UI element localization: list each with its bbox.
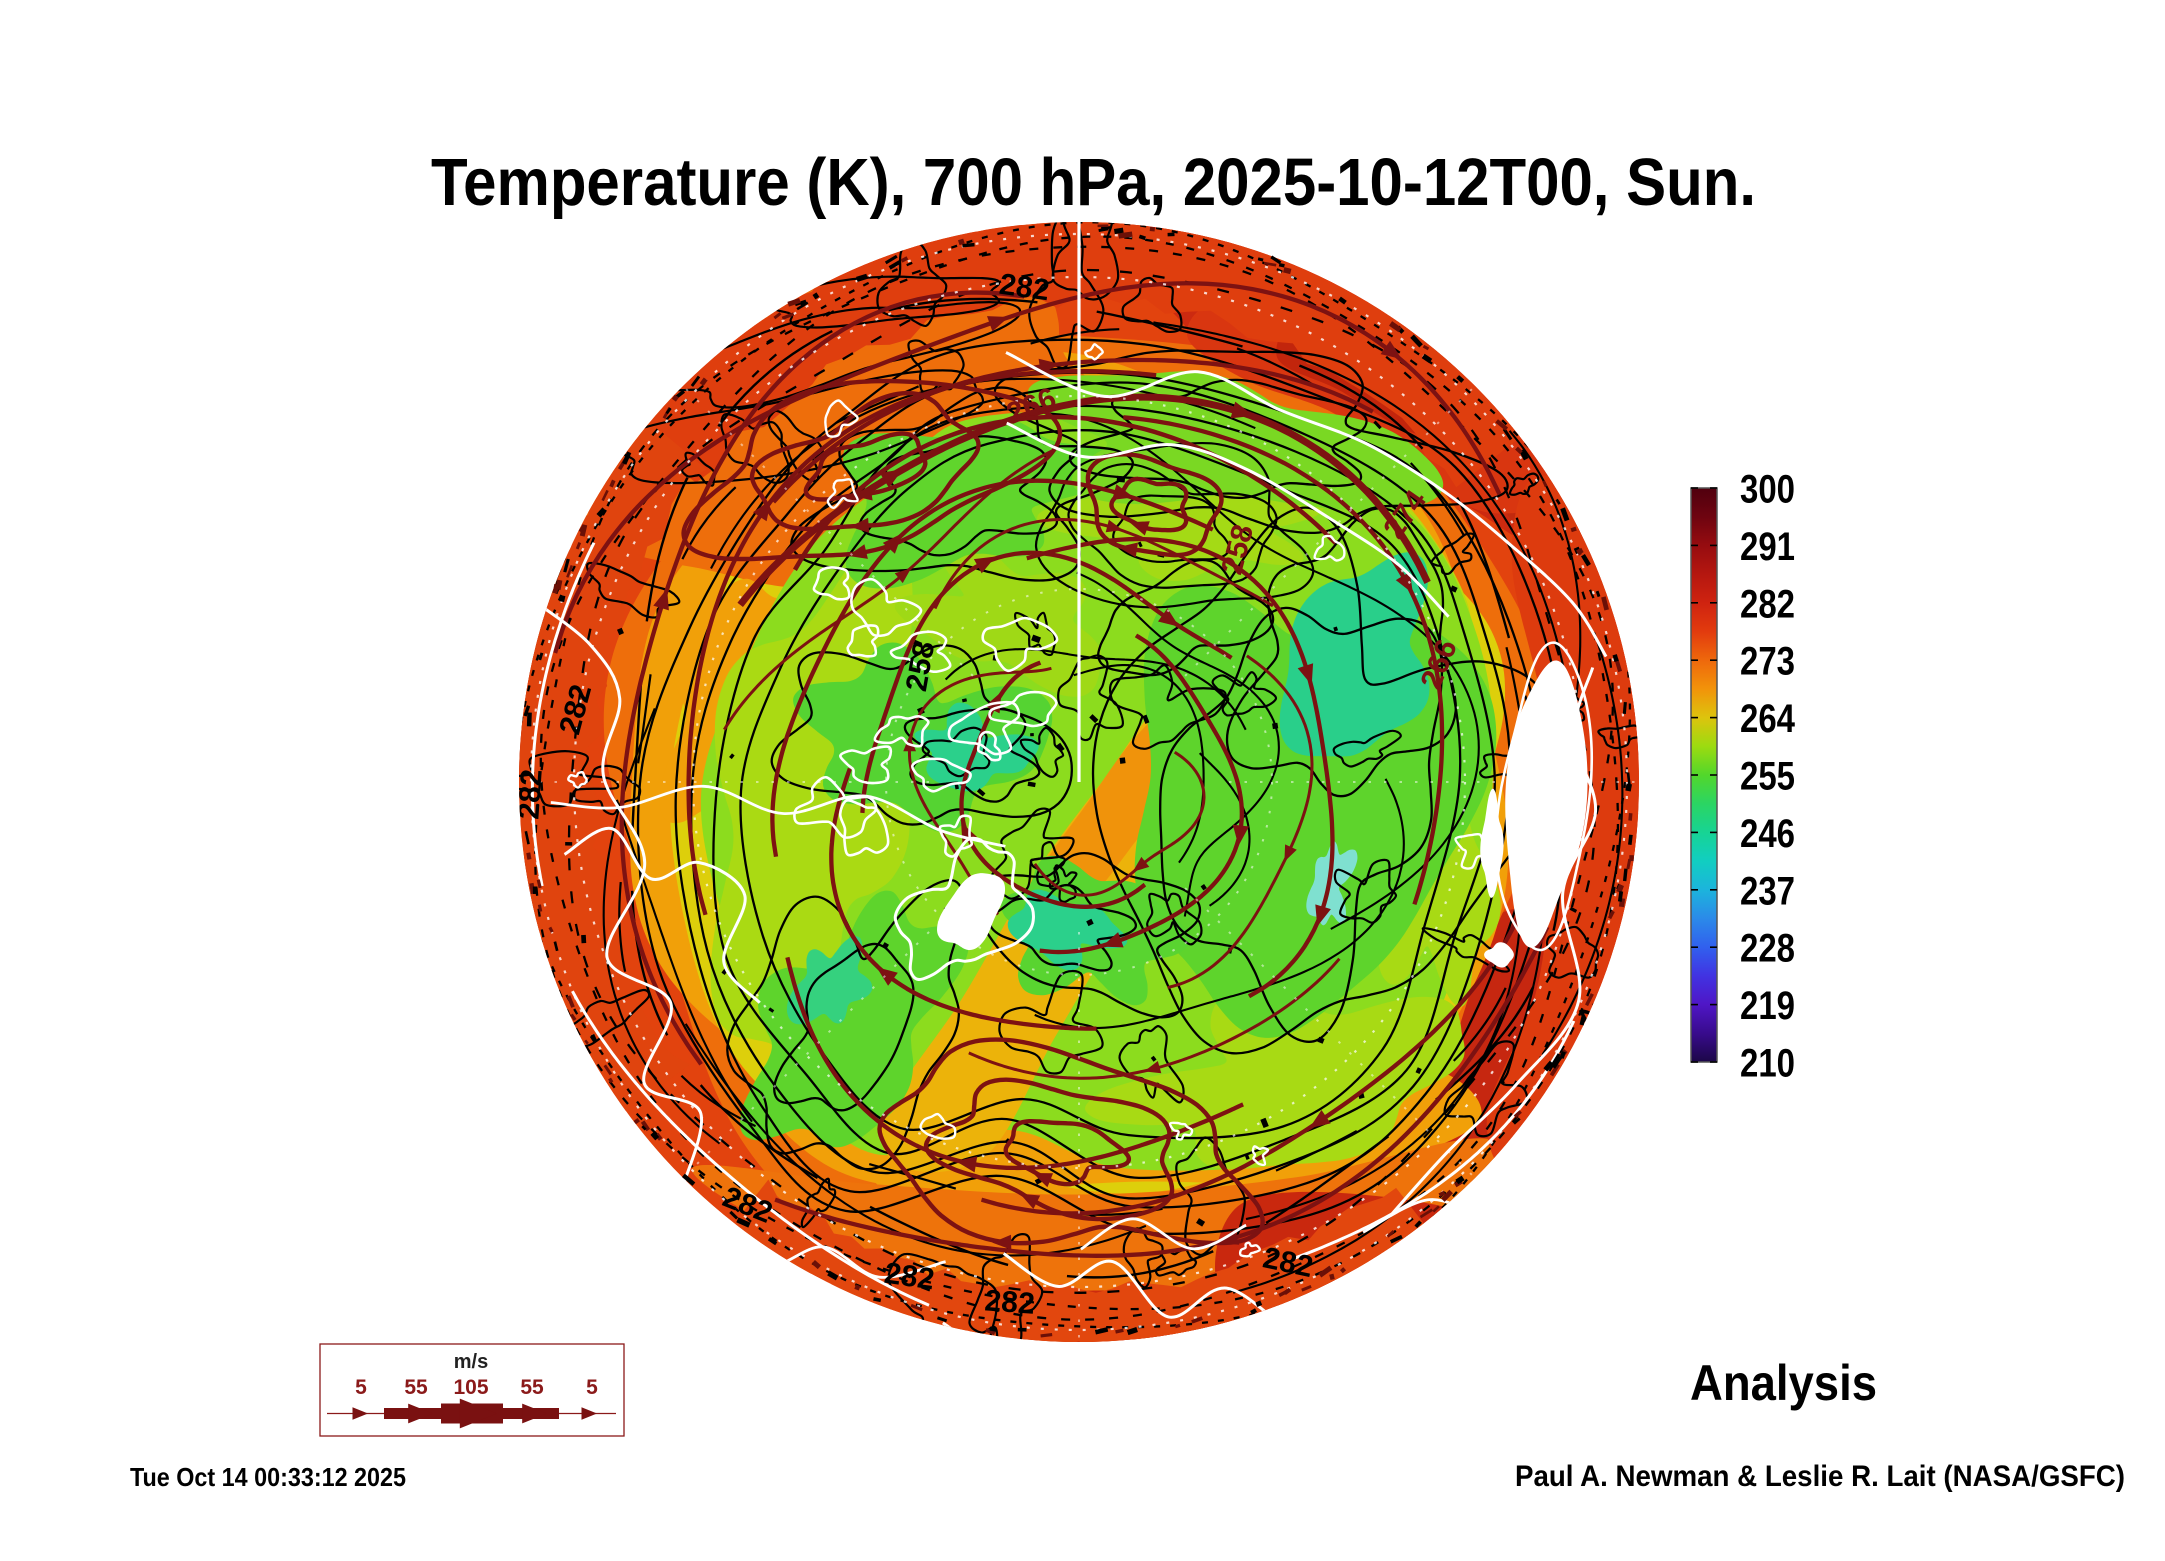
svg-text:264: 264	[1740, 697, 1796, 741]
svg-text:246: 246	[1740, 812, 1795, 856]
svg-text:219: 219	[1740, 984, 1795, 1028]
svg-text:282: 282	[984, 1284, 1036, 1320]
svg-text:282: 282	[512, 768, 548, 820]
svg-text:5: 5	[586, 1376, 598, 1399]
svg-text:55: 55	[404, 1376, 428, 1399]
svg-text:228: 228	[1740, 927, 1795, 971]
svg-text:282: 282	[882, 1257, 936, 1297]
svg-text:210: 210	[1740, 1042, 1795, 1086]
svg-text:255: 255	[1740, 755, 1795, 799]
svg-text:Paul A. Newman & Leslie R. Lai: Paul A. Newman & Leslie R. Lait (NASA/GS…	[1515, 1460, 2125, 1493]
svg-text:282: 282	[1740, 582, 1795, 626]
svg-text:Tue Oct 14 00:33:12 2025: Tue Oct 14 00:33:12 2025	[130, 1462, 406, 1492]
svg-text:m/s: m/s	[454, 1351, 488, 1373]
svg-text:237: 237	[1740, 869, 1795, 913]
svg-text:105: 105	[453, 1376, 488, 1399]
svg-text:Analysis: Analysis	[1690, 1355, 1877, 1411]
svg-text:282: 282	[997, 268, 1051, 308]
svg-text:55: 55	[520, 1376, 544, 1399]
svg-text:291: 291	[1740, 525, 1795, 569]
svg-text:273: 273	[1740, 640, 1795, 684]
svg-text:Temperature (K), 700 hPa, 2025: Temperature (K), 700 hPa, 2025-10-12T00,…	[431, 145, 1756, 220]
svg-text:300: 300	[1740, 468, 1795, 512]
svg-text:5: 5	[355, 1376, 367, 1399]
